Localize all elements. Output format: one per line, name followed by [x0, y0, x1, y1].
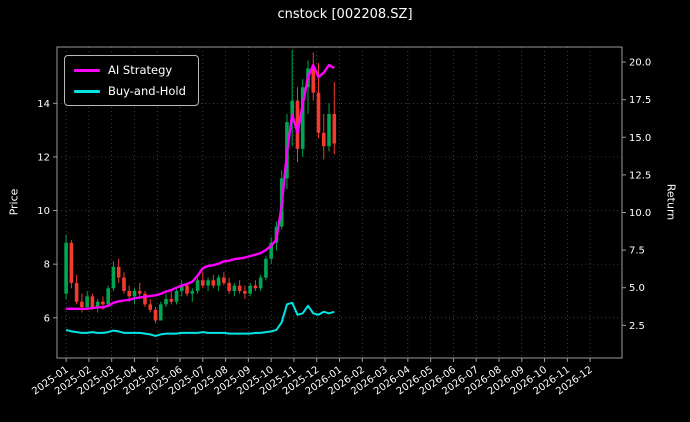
candle-body: [237, 285, 242, 291]
y-right-tick-label: 20.0: [629, 58, 651, 69]
candle-body: [64, 242, 68, 294]
y-axis-label-right: Return: [664, 183, 678, 221]
candle-body: [190, 290, 195, 294]
candle-body: [143, 293, 147, 305]
candle-body: [95, 301, 100, 308]
y-right-tick-label: 15.0: [629, 133, 651, 144]
legend-label-buy-and-hold: Buy-and-Hold: [108, 84, 186, 98]
candle-body: [132, 290, 137, 297]
legend: AI Strategy Buy-and-Hold: [64, 55, 199, 106]
candle-body: [300, 87, 305, 149]
candle-body: [216, 277, 221, 286]
y-right-tick-label: 12.5: [629, 170, 651, 181]
ai-strategy-line: [66, 63, 335, 310]
candle-body: [195, 280, 200, 291]
candle-body: [69, 242, 74, 283]
y-left-tick-label: 14: [37, 99, 50, 110]
y-right-tick-label: 10.0: [629, 208, 651, 219]
buy-and-hold-line: [65, 301, 335, 337]
candle-body: [316, 92, 321, 133]
candle-body: [201, 280, 205, 286]
candle-body: [179, 285, 184, 291]
y-left-tick-label: 12: [37, 152, 50, 163]
candle-body: [222, 277, 226, 283]
candle-body: [211, 280, 216, 286]
candle-body: [327, 114, 331, 147]
candle-body: [295, 100, 300, 149]
y-right-tick-label: 2.5: [629, 321, 645, 332]
candle-body: [106, 288, 110, 305]
candle-body: [111, 266, 116, 289]
candle-body: [127, 290, 132, 297]
candle-body: [169, 299, 174, 302]
candle-body: [227, 282, 231, 291]
candle-body: [148, 304, 153, 310]
candle-body: [264, 258, 268, 278]
candle-body: [185, 285, 189, 294]
candle-body: [332, 114, 337, 144]
candle-body: [90, 296, 95, 308]
candle-body: [174, 290, 179, 302]
candle-body: [290, 100, 295, 123]
y-right-tick-label: 17.5: [629, 95, 651, 106]
candle-body: [85, 296, 89, 308]
candle-body: [101, 301, 105, 305]
candle-body: [164, 299, 168, 305]
legend-item-ai-strategy: AI Strategy: [74, 63, 186, 77]
y-axis-label-left: Price: [7, 188, 21, 216]
candle-body: [321, 132, 326, 147]
candle-body: [153, 309, 158, 321]
candle-body: [74, 282, 79, 302]
candle-body: [116, 266, 121, 278]
candle-body: [232, 285, 237, 291]
legend-label-ai-strategy: AI Strategy: [108, 63, 173, 77]
candle-body: [122, 277, 126, 291]
y-right-tick-label: 7.5: [629, 246, 645, 257]
candle-body: [243, 290, 247, 294]
y-left-tick-label: 8: [44, 260, 50, 271]
candle-body: [206, 280, 210, 286]
y-left-tick-label: 10: [37, 206, 50, 217]
legend-item-buy-and-hold: Buy-and-Hold: [74, 84, 186, 98]
candle-body: [137, 290, 142, 294]
chart-title: cnstock [002208.SZ]: [277, 7, 413, 22]
candle-body: [248, 285, 252, 294]
candle-body: [158, 304, 163, 321]
ai-strategy-line-swatch: [74, 68, 100, 72]
y-right-tick-label: 5.0: [629, 283, 645, 294]
candle-body: [269, 242, 273, 259]
candle-body: [253, 285, 258, 289]
candle-body: [258, 277, 263, 289]
candle-body: [311, 68, 316, 93]
candle-body: [80, 301, 84, 308]
buy-and-hold-line-swatch: [74, 89, 100, 93]
y-left-tick-label: 6: [44, 313, 50, 324]
